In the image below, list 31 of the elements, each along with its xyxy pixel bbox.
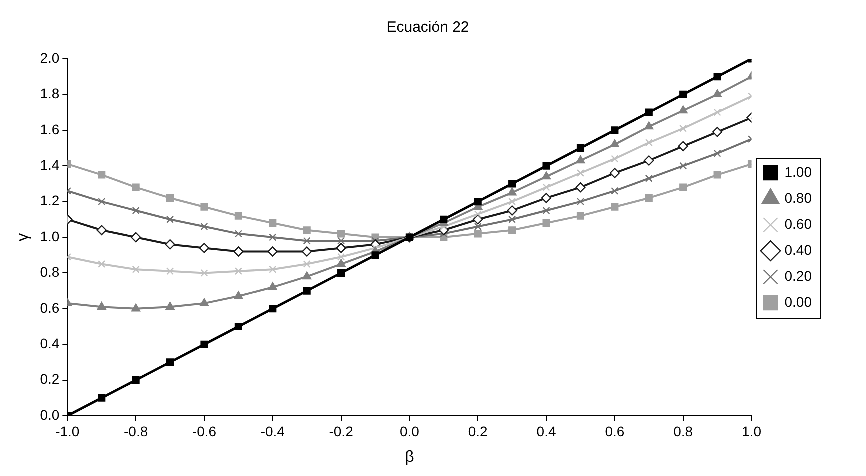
legend-label: 1.00 bbox=[784, 164, 812, 180]
x-tick-label: 0.0 bbox=[400, 423, 420, 440]
y-tick-label: 1.8 bbox=[40, 86, 60, 102]
y-axis-title: γ bbox=[15, 234, 32, 242]
legend-label: 0.40 bbox=[784, 242, 812, 258]
y-tick-label: 0.6 bbox=[40, 300, 60, 316]
x-tick-label: -0.4 bbox=[260, 423, 286, 440]
legend-label: 0.80 bbox=[784, 190, 812, 206]
chart-title: Ecuación 22 bbox=[386, 19, 470, 36]
y-tick-label: 0.0 bbox=[40, 406, 60, 423]
y-tick-label: 1.6 bbox=[40, 121, 60, 138]
x-tick-label: 0.8 bbox=[674, 423, 694, 440]
x-axis-title: β bbox=[405, 448, 414, 466]
y-tick-label: 1.2 bbox=[40, 192, 60, 209]
x-tick-label: -0.8 bbox=[124, 423, 148, 440]
x-tick-label: 0.2 bbox=[468, 423, 488, 440]
y-tick-label: 0.4 bbox=[40, 335, 60, 352]
legend-label: 0.60 bbox=[784, 216, 812, 232]
x-tick-label: 1.0 bbox=[742, 423, 762, 440]
y-tick-label: 0.8 bbox=[40, 264, 60, 280]
y-tick-label: 2.0 bbox=[40, 50, 60, 66]
y-tick-label: 1.0 bbox=[40, 228, 60, 244]
x-tick-label: -0.6 bbox=[192, 423, 217, 440]
legend-label: 0.00 bbox=[784, 294, 812, 310]
y-tick-label: 0.2 bbox=[40, 371, 60, 388]
y-tick-label: 1.4 bbox=[40, 156, 60, 173]
x-tick-label: -0.2 bbox=[329, 423, 354, 440]
x-tick-label: -1.0 bbox=[56, 423, 80, 440]
x-tick-label: 0.4 bbox=[536, 423, 556, 440]
legend-label: 0.20 bbox=[784, 268, 812, 284]
x-tick-label: 0.6 bbox=[605, 423, 625, 440]
